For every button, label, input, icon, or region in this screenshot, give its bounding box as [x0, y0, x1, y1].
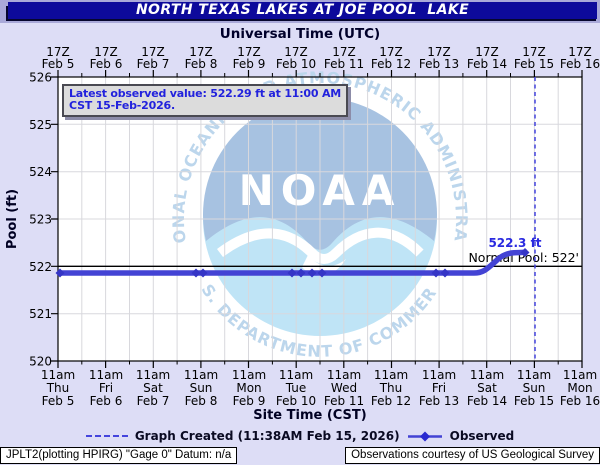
noaa-gull-wings	[217, 227, 424, 264]
cst-tick-day: Sun	[523, 381, 546, 395]
pool-tick-label: 521	[29, 307, 52, 321]
noaa-acronym: NOAA	[239, 166, 402, 215]
cst-tick-date: Feb 5	[42, 394, 75, 408]
graph-created-label: Graph Created (11:38AM Feb 15, 2026)	[134, 429, 400, 443]
cst-axis-major-ticks	[57, 361, 583, 368]
utc-tick-label: 17Z	[284, 45, 308, 59]
utc-tick-date: Feb 6	[90, 57, 123, 71]
cst-tick-time: 11am	[563, 368, 597, 382]
title-bar-frame: NORTH TEXAS LAKES AT JOE POOL LAKE	[0, 0, 600, 23]
cst-tick-day: Tue	[285, 381, 307, 395]
utc-tick-date: Feb 10	[276, 57, 316, 71]
utc-tick-date: Feb 5	[42, 57, 75, 71]
utc-tick-label: 17Z	[237, 45, 261, 59]
cst-tick-date: Feb 16	[560, 394, 600, 408]
utc-tick-label: 17Z	[189, 45, 213, 59]
utc-tick-date: Feb 12	[371, 57, 411, 71]
observed-diamond-markers	[55, 248, 530, 278]
data-source-box: Observations courtesy of US Geological S…	[345, 447, 600, 464]
graph-created-line-sample	[85, 435, 128, 437]
utc-tick-date: Feb 11	[324, 57, 364, 71]
latest-value-annotation: 522.3 ft	[488, 236, 541, 250]
observed-line	[58, 249, 528, 276]
utc-tick-labels: 17Z 17Z 17Z 17Z 17Z 17Z 17Z 17Z 17Z 17Z …	[42, 45, 600, 71]
cst-tick-date: Feb 11	[324, 394, 364, 408]
cst-tick-day: Mon	[567, 381, 592, 395]
cst-tick-time: 11am	[136, 368, 170, 382]
horizontal-gridlines	[58, 123, 582, 315]
utc-axis-major-ticks	[57, 70, 583, 77]
cst-tick-day: Sat	[143, 381, 163, 395]
observed-line-sample	[407, 431, 442, 441]
observed-diamond-icon	[419, 431, 430, 441]
utc-tick-label: 17Z	[332, 45, 356, 59]
pool-tick-label: 520	[29, 355, 52, 369]
cst-tick-day: Wed	[331, 381, 357, 395]
cst-tick-date: Feb 9	[233, 394, 266, 408]
pool-tick-labels: 526 525 524 523 522 521 520	[29, 71, 52, 369]
pool-axis-ticks	[51, 76, 58, 362]
utc-tick-label: 17Z	[94, 45, 118, 59]
cst-tick-day: Thu	[46, 381, 70, 395]
cst-tick-time: 11am	[279, 368, 313, 382]
cst-tick-time: 11am	[517, 368, 551, 382]
cst-tick-time: 11am	[470, 368, 504, 382]
utc-tick-date: Feb 7	[137, 57, 170, 71]
x-axis-title: Site Time (CST)	[253, 408, 366, 423]
cst-tick-time: 11am	[327, 368, 361, 382]
utc-tick-label: 17Z	[46, 45, 70, 59]
cst-tick-day: Sun	[190, 381, 213, 395]
cst-tick-day: Fri	[432, 381, 446, 395]
cst-tick-date: Feb 15	[514, 394, 554, 408]
cst-axis-minor-ticks	[81, 361, 559, 365]
cst-tick-date: Feb 8	[185, 394, 218, 408]
utc-tick-label: 17Z	[141, 45, 165, 59]
station-status-box: JPLT2(plotting HPIRG) "Gage 0" Datum: n/…	[0, 447, 238, 464]
pool-tick-label: 522	[29, 260, 52, 274]
utc-tick-date: Feb 9	[233, 57, 266, 71]
pool-tick-label: 526	[29, 71, 52, 85]
pool-tick-label: 523	[29, 213, 52, 227]
cst-tick-time: 11am	[41, 368, 75, 382]
cst-tick-time: 11am	[184, 368, 218, 382]
cst-tick-day: Fri	[99, 381, 113, 395]
chart-legend: Graph Created (11:38AM Feb 15, 2026) Obs…	[0, 429, 600, 443]
cst-tick-date: Feb 14	[467, 394, 507, 408]
cst-tick-date: Feb 10	[276, 394, 316, 408]
utc-tick-label: 17Z	[568, 45, 592, 59]
utc-tick-label: 17Z	[522, 45, 546, 59]
latest-observed-line2: CST 15-Feb-2026.	[69, 99, 175, 112]
y-axis-title: Pool (ft)	[5, 189, 20, 249]
cst-tick-labels: 11am 11am 11am 11am 11am 11am 11am 11am …	[41, 368, 600, 408]
pool-tick-label: 524	[29, 165, 52, 179]
cst-tick-date: Feb 7	[137, 394, 170, 408]
utc-tick-label: 17Z	[427, 45, 451, 59]
utc-tick-date: Feb 13	[419, 57, 459, 71]
cst-tick-time: 11am	[422, 368, 456, 382]
utc-tick-date: Feb 15	[514, 57, 554, 71]
utc-tick-label: 17Z	[475, 45, 499, 59]
latest-observed-box: Latest observed value: 522.29 ft at 11:0…	[62, 84, 349, 117]
cst-tick-day: Thu	[379, 381, 403, 395]
latest-observed-line1: Latest observed value: 522.29 ft at 11:0…	[69, 87, 342, 100]
cst-tick-date: Feb 13	[419, 394, 459, 408]
cst-tick-time: 11am	[374, 368, 408, 382]
cst-tick-day: Sat	[477, 381, 497, 395]
observed-label: Observed	[449, 429, 515, 443]
cst-tick-day: Mon	[236, 381, 261, 395]
cst-tick-time: 11am	[232, 368, 266, 382]
page-title: NORTH TEXAS LAKES AT JOE POOL LAKE	[8, 2, 597, 19]
pool-tick-label: 525	[29, 118, 52, 132]
utc-tick-date: Feb 8	[185, 57, 218, 71]
cst-tick-date: Feb 12	[371, 394, 411, 408]
utc-axis-minor-ticks	[81, 73, 559, 77]
utc-tick-date: Feb 16	[560, 57, 600, 71]
utc-tick-date: Feb 14	[467, 57, 507, 71]
cst-tick-date: Feb 6	[90, 394, 123, 408]
utc-axis-heading: Universal Time (UTC)	[219, 26, 381, 42]
utc-tick-label: 17Z	[379, 45, 403, 59]
cst-tick-time: 11am	[89, 368, 123, 382]
